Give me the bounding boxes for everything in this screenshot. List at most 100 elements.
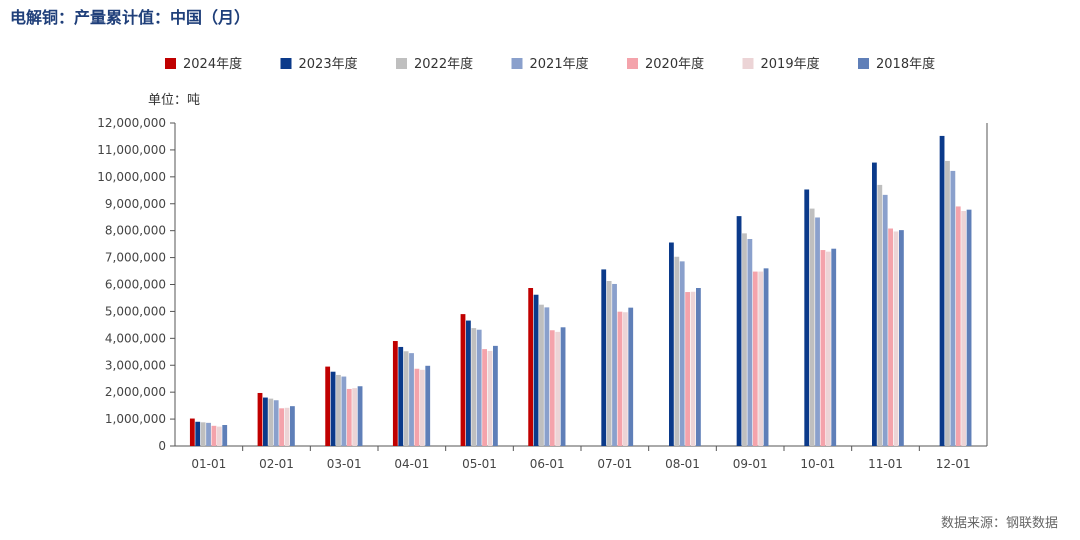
- bar: [493, 345, 498, 446]
- bar: [825, 251, 831, 446]
- bar: [758, 271, 764, 446]
- bar: [284, 407, 290, 446]
- bar: [696, 287, 701, 446]
- x-tick-label: 03-01: [327, 457, 362, 471]
- y-tick-label: 7,000,000: [105, 251, 166, 265]
- y-tick-label: 3,000,000: [105, 358, 166, 372]
- bar: [685, 292, 690, 446]
- chart-title: 电解铜：产量累计值：中国（月）: [10, 8, 251, 27]
- bar: [601, 269, 607, 446]
- bar: [200, 422, 206, 446]
- x-tick-label: 07-01: [597, 457, 632, 471]
- bar: [804, 189, 810, 446]
- bar: [195, 421, 201, 446]
- bar: [528, 287, 534, 446]
- bar: [206, 422, 211, 446]
- legend-swatch: [280, 58, 292, 69]
- bar: [341, 376, 347, 446]
- bar: [487, 350, 493, 446]
- bar: [617, 311, 623, 446]
- y-tick-label: 9,000,000: [105, 197, 166, 211]
- bar: [476, 329, 482, 446]
- y-axis: 0 1,000,000 2,000,000 3,000,000 4,000,000 5,0…: [97, 116, 988, 453]
- bar: [549, 330, 555, 446]
- bar: [533, 294, 539, 446]
- bar: [403, 351, 409, 446]
- unit-label: 单位：吨: [148, 93, 201, 108]
- legend-label: 2024年度: [183, 56, 242, 72]
- bar: [290, 406, 295, 446]
- bar: [966, 209, 972, 446]
- x-tick-label: 01-01: [191, 457, 226, 471]
- bar: [357, 386, 363, 446]
- legend-label: 2022年度: [414, 56, 473, 72]
- bar: [279, 408, 284, 446]
- bar: [763, 268, 769, 446]
- legend-swatch: [511, 58, 523, 69]
- bar: [268, 398, 274, 446]
- y-tick-label: 10,000,000: [97, 170, 166, 184]
- bar: [961, 211, 967, 446]
- bar: [747, 239, 753, 446]
- bar: [419, 369, 425, 446]
- bar: [330, 371, 336, 446]
- bar: [612, 283, 617, 446]
- bar: [482, 349, 487, 446]
- x-tick-label: 11-01: [868, 457, 903, 471]
- bar: [742, 233, 747, 446]
- bar: [346, 388, 352, 446]
- bar: [425, 365, 431, 446]
- legend-label: 2018年度: [876, 56, 935, 72]
- bar: [466, 320, 471, 446]
- bar: [325, 366, 331, 446]
- legend-swatch: [627, 58, 638, 69]
- bar: [471, 328, 477, 446]
- y-tick-label: 12,000,000: [97, 116, 166, 130]
- x-tick-label: 05-01: [462, 457, 497, 471]
- bar: [460, 314, 466, 446]
- data-source: 数据来源：钢联数据: [940, 516, 1058, 531]
- bar: [831, 248, 837, 446]
- bar: [955, 206, 961, 446]
- bar: [409, 353, 414, 446]
- x-tick-label: 04-01: [394, 457, 429, 471]
- legend-label: 2023年度: [299, 56, 358, 72]
- bar: [263, 397, 268, 446]
- bar: [622, 312, 628, 446]
- bar: [815, 217, 820, 446]
- bar: [674, 256, 680, 446]
- x-tick-label: 10-01: [800, 457, 835, 471]
- y-tick-label: 6,000,000: [105, 278, 166, 292]
- x-tick-label: 06-01: [530, 457, 565, 471]
- bar: [752, 271, 758, 446]
- legend-swatch: [742, 58, 754, 69]
- y-tick-label: 5,000,000: [105, 304, 166, 318]
- bar: [893, 231, 899, 446]
- bar: [820, 250, 826, 446]
- legend-swatch: [165, 58, 176, 69]
- bar: [222, 425, 228, 446]
- bar: [899, 230, 904, 446]
- bar: [690, 291, 696, 446]
- bar: [939, 135, 945, 447]
- bar: [392, 341, 398, 446]
- bar: [606, 281, 612, 446]
- legend-swatch: [858, 58, 869, 69]
- x-tick-label: 12-01: [936, 457, 971, 471]
- y-tick-label: 0: [158, 439, 166, 453]
- x-axis: 01-01 02-01 03-01 04-01 05-01 06-01 07-01 08-01…: [175, 445, 987, 471]
- bar: [555, 331, 561, 446]
- legend: 2024年度 2023年度 2022年度 2021年度 2020年度 2019年度 2018…: [165, 56, 935, 72]
- bar: [950, 170, 956, 446]
- x-tick-label: 02-01: [259, 457, 294, 471]
- bar: [257, 392, 263, 446]
- bar: [809, 208, 815, 446]
- bar: [679, 261, 685, 446]
- x-tick-label: 09-01: [733, 457, 768, 471]
- bar: [872, 162, 877, 446]
- bar: [669, 242, 674, 446]
- legend-swatch: [396, 58, 407, 69]
- y-tick-label: 4,000,000: [105, 331, 166, 345]
- x-tick-label: 08-01: [665, 457, 700, 471]
- bar: [628, 307, 634, 446]
